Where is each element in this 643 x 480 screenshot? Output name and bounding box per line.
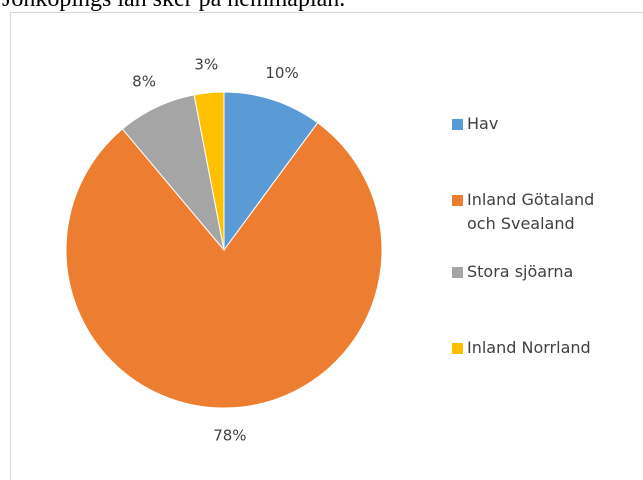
pie-slice [193,91,225,251]
legend-swatch [452,267,463,278]
legend-swatch [452,195,463,206]
data-label: 3% [194,55,218,73]
legend-label: Inland Götaland och Svealand [467,190,595,233]
heading: Jönköpings län sker på hemmaplan. [2,0,345,13]
legend-item: Inland Götaland och Svealand [452,188,632,236]
legend-label: Hav [467,114,499,133]
data-label: 78% [213,426,246,444]
legend-swatch [452,119,463,130]
legend-label: Stora sjöarna [467,262,574,281]
data-label: 8% [132,73,156,91]
data-label: 10% [265,64,298,82]
legend-swatch [452,343,463,354]
legend-item: Stora sjöarna [452,260,632,284]
legend-item: Inland Norrland [452,336,632,360]
pie-slice [65,122,383,409]
pie-slice [223,91,319,252]
legend-label: Inland Norrland [467,338,591,357]
legend-item: Hav [452,112,632,136]
chart-frame [10,12,643,480]
